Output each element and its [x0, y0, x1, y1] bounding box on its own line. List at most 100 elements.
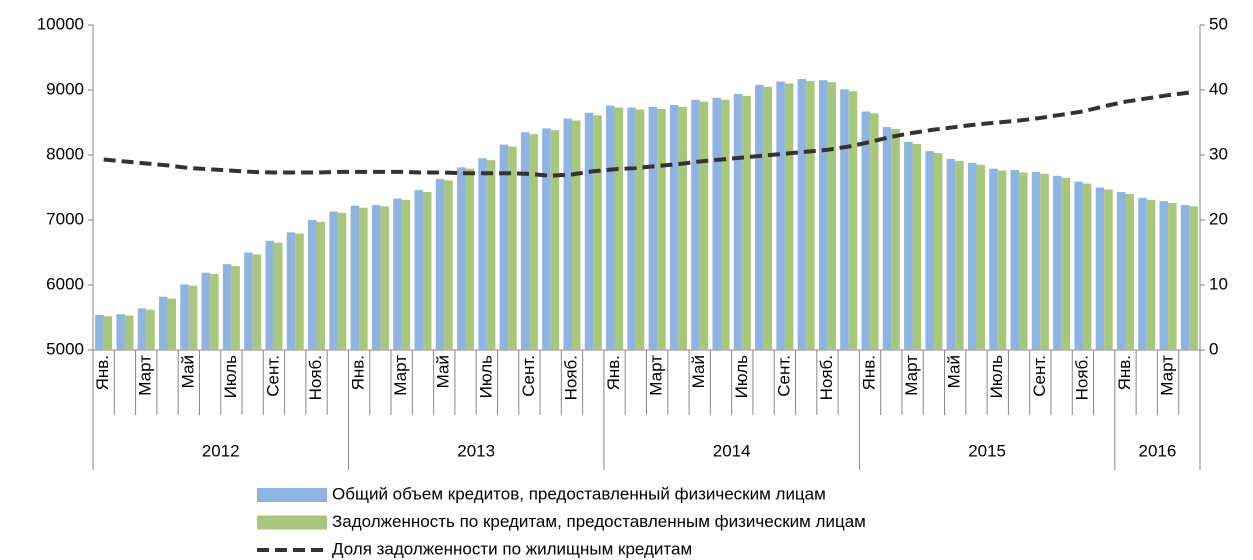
bar [188, 285, 198, 350]
legend-label: Общий объем кредитов, предоставленный фи… [332, 484, 826, 503]
x-tick-label: Янв. [349, 355, 368, 390]
y-tick-label: 9000 [46, 79, 84, 98]
x-tick-label: Янв. [93, 355, 112, 390]
x-tick-label: Март [136, 355, 155, 396]
x-tick-label: Март [647, 355, 666, 396]
bar [755, 84, 764, 351]
y-tick-label: 5000 [46, 339, 84, 358]
bar [393, 198, 402, 350]
bar [435, 179, 445, 350]
y-tick-label: 10000 [37, 14, 84, 33]
y2-tick-label: 30 [1209, 144, 1228, 163]
bar [95, 314, 104, 350]
bar [742, 95, 751, 350]
bar [818, 80, 828, 350]
bar [669, 104, 679, 350]
bar [891, 129, 900, 350]
bar [806, 80, 815, 351]
x-tick-label: Сент. [263, 355, 282, 397]
x-tick-label: Янв. [1115, 355, 1134, 390]
bar [359, 207, 368, 350]
x-tick-label: Март [391, 355, 410, 396]
group-label: 2016 [1139, 441, 1177, 460]
bar [286, 232, 296, 350]
bar [252, 254, 262, 350]
y-tick-label: 6000 [46, 274, 84, 293]
bar [158, 296, 168, 350]
group-label: 2013 [457, 441, 495, 460]
bar [401, 199, 411, 350]
bar [1053, 175, 1062, 350]
bar [542, 128, 551, 350]
bar [103, 316, 113, 350]
y2-tick-label: 0 [1209, 339, 1218, 358]
bar [124, 315, 134, 350]
bar [614, 107, 624, 350]
bar [1010, 169, 1020, 350]
bar [648, 106, 658, 351]
bar [167, 298, 177, 350]
bar [691, 99, 700, 350]
bar [699, 101, 709, 350]
y2-tick-label: 10 [1209, 274, 1228, 293]
x-tick-label: Янв. [860, 355, 879, 390]
bar [457, 167, 466, 350]
bar [848, 91, 858, 351]
bar [584, 112, 594, 350]
bar [444, 180, 453, 350]
group-label: 2015 [968, 441, 1006, 460]
bar [180, 284, 189, 350]
x-tick-label: Май [434, 355, 453, 388]
bar [904, 142, 913, 350]
x-tick-label: Нояб. [817, 355, 836, 400]
bar [657, 108, 666, 350]
bar [422, 192, 432, 350]
bar [414, 190, 423, 350]
bar [776, 81, 785, 351]
x-tick-label: Нояб. [561, 355, 580, 400]
bar [486, 160, 496, 350]
legend-label: Задолженность по кредитам, предоставленн… [332, 512, 866, 531]
bar [882, 127, 892, 350]
x-tick-label: Июль [221, 355, 240, 399]
x-tick-label: Янв. [604, 355, 623, 390]
bar [606, 105, 615, 350]
bar [308, 220, 317, 350]
y-tick-label: 7000 [46, 209, 84, 228]
bar [784, 83, 794, 350]
bar [295, 233, 304, 350]
x-tick-label: Сент. [774, 355, 793, 397]
bar [201, 272, 211, 350]
x-tick-label: Июль [987, 355, 1006, 399]
bar [337, 212, 347, 350]
x-tick-label: Нояб. [306, 355, 325, 400]
bar [861, 111, 871, 350]
bar [520, 132, 530, 350]
bar [222, 264, 232, 350]
group-label: 2012 [202, 441, 240, 460]
bar [955, 160, 964, 350]
bar [380, 206, 389, 350]
legend-label: Доля задолженности по жилищным кредитам [332, 539, 692, 558]
bar [529, 134, 538, 350]
y2-tick-label: 50 [1209, 14, 1228, 33]
bar [350, 205, 360, 350]
bar [1104, 189, 1113, 350]
bar [1146, 199, 1156, 350]
bar [329, 211, 338, 350]
bar [1116, 192, 1126, 350]
bar [1061, 177, 1071, 350]
group-label: 2014 [713, 441, 751, 460]
bar [797, 78, 807, 350]
x-tick-label: Март [902, 355, 921, 396]
bar [465, 168, 475, 350]
x-tick-label: Май [689, 355, 708, 388]
bar [635, 109, 645, 350]
x-tick-label: Март [1158, 355, 1177, 396]
bar [146, 309, 155, 350]
x-tick-label: Май [178, 355, 197, 388]
legend-swatch [257, 515, 327, 530]
bar [316, 221, 326, 350]
x-tick-label: Сент. [519, 355, 538, 397]
